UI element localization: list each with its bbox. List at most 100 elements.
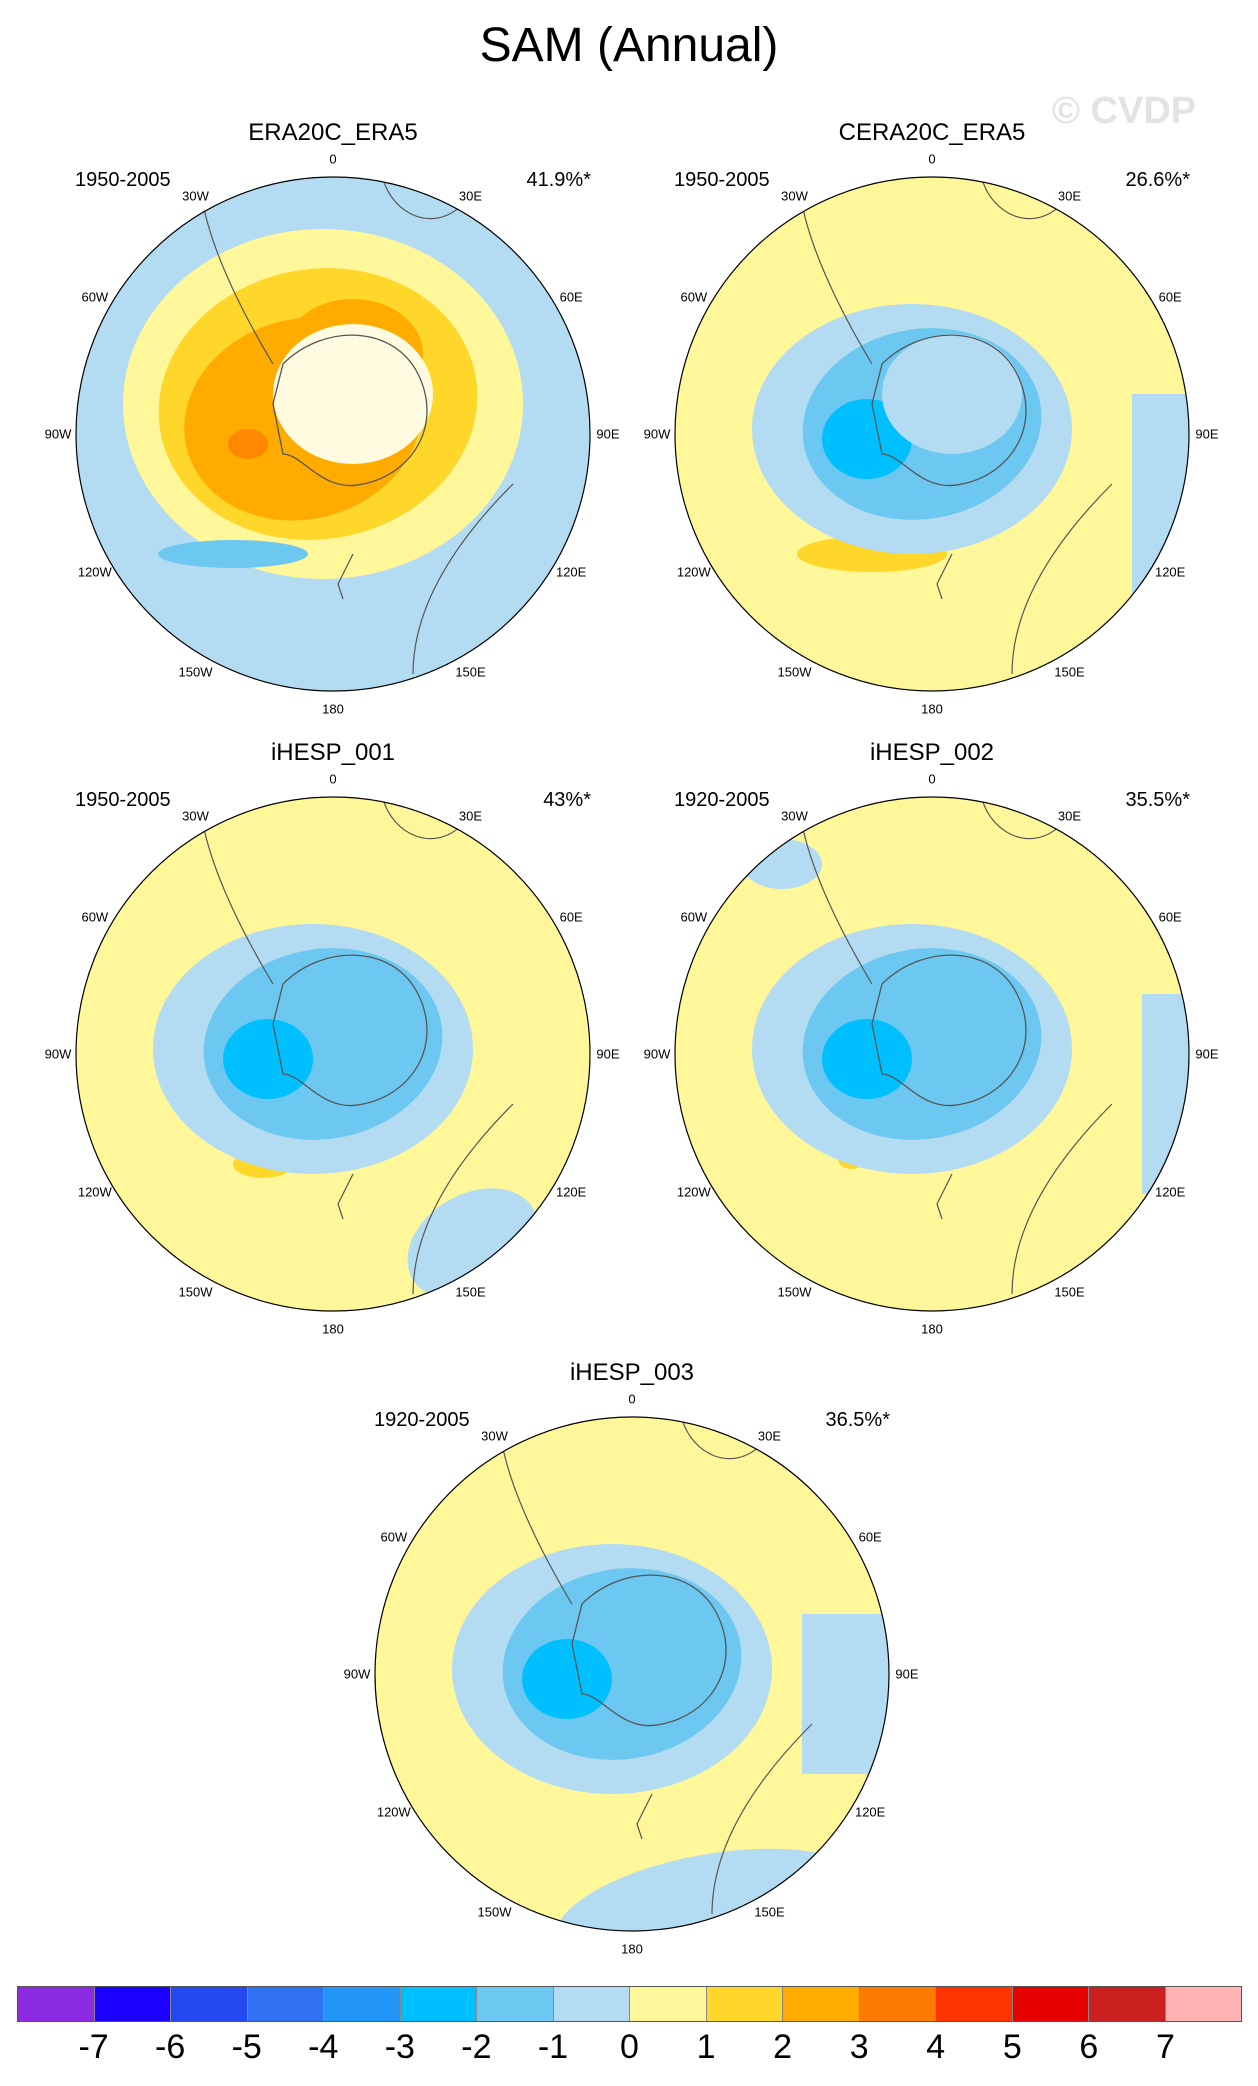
longitude-label: 90E	[1195, 1046, 1219, 1062]
panel-title: ERA20C_ERA5	[248, 119, 418, 146]
new-zealand-coastline	[936, 553, 953, 600]
colorbar-swatch	[18, 1987, 95, 2021]
longitude-label: 120E	[1154, 564, 1186, 579]
antarctica-coastline	[272, 334, 428, 487]
panel-period: 1950-2005	[674, 169, 770, 191]
longitude-label: 120E	[1154, 1184, 1186, 1199]
longitude-label: 0	[329, 151, 337, 167]
contour-pos-3	[228, 429, 268, 459]
colorbar-swatch	[936, 1987, 1013, 2021]
longitude-label: 150W	[477, 1904, 512, 1920]
south-america-coastline	[801, 203, 873, 365]
colorbar-swatch	[630, 1987, 707, 2021]
panel-title: iHESP_003	[569, 1359, 695, 1386]
colorbar-swatch	[324, 1987, 401, 2021]
colorbar-swatch	[706, 1987, 783, 2021]
longitude-label: 60W	[680, 289, 708, 304]
australia-coastline	[412, 483, 514, 675]
longitude-label: 180	[621, 1941, 643, 1957]
longitude-label: 60E	[559, 909, 583, 924]
longitude-label: 30E	[1057, 188, 1082, 204]
africa-coastline	[382, 798, 464, 840]
longitude-label: 0	[928, 771, 936, 787]
longitude-label: 120E	[555, 564, 587, 579]
longitude-label: 30W	[781, 188, 808, 204]
longitude-label: 60W	[81, 289, 109, 304]
south-america-coastline	[202, 823, 274, 985]
longitude-label: 90E	[895, 1666, 919, 1682]
south-america-coastline	[501, 1443, 573, 1605]
longitude-label: 30W	[481, 1428, 508, 1444]
colorbar-tick-label: -1	[537, 2028, 569, 2066]
longitude-label: 120W	[376, 1804, 411, 1819]
colorbar-tick-label: 6	[1079, 2028, 1099, 2066]
contour-neg-1-east	[1132, 394, 1189, 654]
longitude-label: 30W	[182, 188, 209, 204]
polar-map	[674, 796, 1190, 1312]
longitude-label: 60E	[1158, 909, 1182, 924]
panel-variance-percent: 35.5%*	[1125, 789, 1191, 811]
longitude-label: 150E	[1054, 1284, 1085, 1300]
panel-variance-percent: 26.6%*	[1125, 169, 1191, 191]
longitude-label: 90W	[44, 426, 72, 442]
longitude-label: 120E	[555, 1184, 587, 1199]
contour-neg-3	[223, 1019, 313, 1099]
colorbar-swatch	[859, 1987, 936, 2021]
contour-neg-3	[522, 1639, 612, 1719]
longitude-label: 60E	[1158, 289, 1182, 304]
map-boundary	[674, 176, 1190, 692]
panel-variance-percent: 36.5%*	[825, 1409, 891, 1431]
longitude-label: 120W	[77, 1184, 112, 1199]
longitude-label: 30E	[458, 808, 483, 824]
colorbar-swatch	[400, 1987, 477, 2021]
colorbar-tick-label: -6	[155, 2028, 186, 2066]
antarctica-coastline	[571, 1574, 727, 1727]
longitude-label: 150W	[178, 664, 213, 680]
map-boundary	[75, 796, 591, 1312]
longitude-label: 90W	[44, 1046, 72, 1062]
panel-period: 1950-2005	[75, 789, 171, 811]
panel-period: 1920-2005	[374, 1409, 470, 1431]
map-boundary	[374, 1416, 890, 1932]
longitude-label: 60W	[380, 1529, 408, 1544]
australia-coastline	[412, 1103, 514, 1295]
longitude-label: 150W	[178, 1284, 213, 1300]
longitude-label: 120W	[676, 1184, 711, 1199]
panel-title: iHESP_002	[869, 739, 995, 766]
new-zealand-coastline	[337, 553, 354, 600]
longitude-label: 150E	[1054, 664, 1085, 680]
longitude-label: 0	[628, 1391, 636, 1407]
colorbar-swatch	[171, 1987, 248, 2021]
africa-coastline	[981, 178, 1063, 220]
polar-map	[75, 796, 591, 1312]
colorbar-swatch	[1165, 1987, 1241, 2021]
africa-coastline	[681, 1418, 763, 1460]
longitude-label: 60W	[680, 909, 708, 924]
longitude-label: 120E	[854, 1804, 886, 1819]
south-america-coastline	[801, 823, 873, 985]
longitude-label: 90W	[643, 1046, 671, 1062]
south-america-coastline	[202, 203, 274, 365]
colorbar-tick-label: 1	[696, 2028, 716, 2066]
colorbar-swatch	[247, 1987, 324, 2021]
panel-period: 1950-2005	[75, 169, 171, 191]
panel-title: CERA20C_ERA5	[838, 119, 1026, 146]
contour-neg-1-east	[1142, 994, 1189, 1194]
antarctica-coastline	[871, 334, 1027, 487]
colorbar-tick-label: 7	[1155, 2028, 1175, 2066]
longitude-label: 90E	[596, 426, 620, 442]
polar-map	[674, 176, 1190, 692]
colorbar-tick-label: -3	[384, 2028, 415, 2066]
antarctica-interior	[273, 324, 433, 464]
colorbar-swatch	[553, 1987, 630, 2021]
contour-neg-1-nw	[742, 839, 822, 889]
longitude-label: 150W	[777, 664, 812, 680]
longitude-label: 30W	[182, 808, 209, 824]
colorbar-tick-label: 0	[620, 2028, 639, 2066]
longitude-label: 180	[921, 701, 943, 717]
colorbar-tick-label: 3	[849, 2028, 869, 2066]
longitude-label: 30E	[458, 188, 483, 204]
panel-variance-percent: 41.9%*	[526, 169, 592, 191]
colorbar-tick-label: 5	[1002, 2028, 1022, 2066]
new-zealand-coastline	[636, 1793, 653, 1840]
